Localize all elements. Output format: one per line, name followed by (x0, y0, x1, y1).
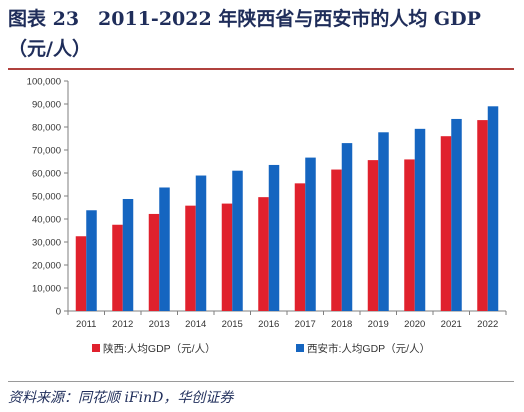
y-tick-label: 0 (56, 307, 61, 318)
bar-series1-2013 (148, 213, 160, 311)
bar-series2-2022 (487, 106, 499, 311)
bar-series1-2020 (404, 159, 415, 311)
figure-title-line1: 图表 23 2011-2022 年陕西省与西安市的人均 GDP (8, 8, 481, 30)
legend-label-series1: 陕西:人均GDP（元/人） (103, 342, 216, 355)
x-tick-label: 2022 (477, 319, 498, 330)
y-tick-label: 90,000 (32, 100, 61, 111)
bar-series1-2012 (112, 224, 123, 311)
x-tick-label: 2018 (331, 319, 352, 330)
bar-series2-2017 (305, 157, 316, 311)
y-tick-label: 50,000 (32, 192, 61, 203)
bar-series1-2016 (258, 197, 269, 311)
bar-series1-2014 (185, 205, 196, 311)
y-tick-label: 70,000 (32, 146, 61, 157)
bar-series2-2013 (159, 187, 170, 311)
bar-series1-2022 (477, 120, 488, 311)
x-tick-label: 2017 (295, 319, 316, 330)
bar-series1-2015 (221, 203, 233, 311)
figure-title-line2: （元/人） (8, 38, 91, 60)
x-tick-label: 2014 (185, 319, 206, 330)
bar-series2-2020 (414, 128, 426, 311)
bar-series2-2016 (268, 164, 280, 311)
x-tick-label: 2016 (258, 319, 279, 330)
bar-series2-2021 (451, 118, 462, 311)
legend-swatch-series2 (296, 344, 304, 352)
y-tick-label: 60,000 (32, 169, 61, 180)
source-note: 资料来源：同花顺 iFinD，华创证券 (8, 390, 234, 406)
x-tick-label: 2015 (222, 319, 243, 330)
bar-series2-2018 (341, 143, 353, 311)
x-tick-label: 2019 (368, 319, 389, 330)
y-tick-label: 100,000 (27, 77, 61, 88)
x-tick-label: 2021 (441, 319, 462, 330)
legend-label-series2: 西安市:人均GDP（元/人） (307, 342, 430, 355)
bar-series2-2014 (195, 175, 207, 311)
bar-series2-2019 (378, 132, 389, 311)
x-tick-label: 2020 (404, 319, 425, 330)
legend-swatch-series1 (92, 344, 100, 352)
bar-series2-2015 (232, 170, 243, 311)
bar-series1-2017 (294, 183, 306, 311)
x-tick-label: 2012 (112, 319, 133, 330)
bar-series2-2011 (86, 210, 97, 311)
y-tick-label: 30,000 (32, 238, 61, 249)
y-tick-label: 20,000 (32, 261, 61, 272)
y-tick-label: 10,000 (32, 284, 61, 295)
bar-series2-2012 (122, 198, 134, 311)
figure-title: 图表 23 2011-2022 年陕西省与西安市的人均 GDP （元/人） (8, 4, 518, 64)
x-tick-label: 2013 (149, 319, 170, 330)
bar-series1-2021 (440, 136, 452, 311)
source-divider (8, 381, 514, 382)
y-tick-label: 40,000 (32, 215, 61, 226)
bar-series1-2011 (75, 236, 87, 311)
bar-series1-2018 (331, 169, 342, 311)
x-tick-label: 2011 (76, 319, 96, 330)
bar-series1-2019 (367, 160, 379, 311)
y-tick-label: 80,000 (32, 123, 61, 134)
title-divider (8, 68, 514, 70)
